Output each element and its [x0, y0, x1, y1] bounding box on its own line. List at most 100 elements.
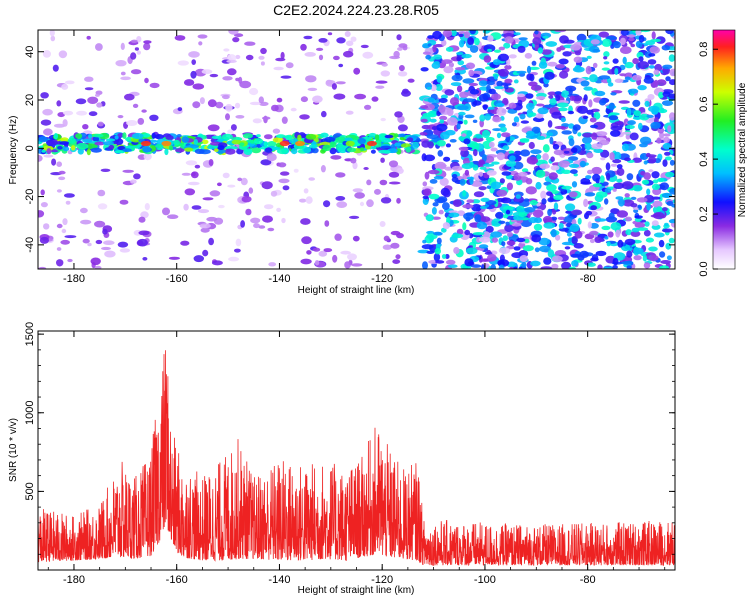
heatmap-noise-blob [43, 128, 53, 136]
heatmap-noise-blob [362, 51, 374, 59]
heatmap-noise-blob [637, 61, 649, 70]
heatmap-noise-blob [496, 107, 507, 116]
heatmap-noise-blob [490, 264, 496, 269]
heatmap-band-blob [344, 137, 353, 142]
heatmap-noise-blob [65, 200, 71, 205]
heatmap-band-blob [76, 142, 89, 150]
heatmap-noise-blob [436, 237, 442, 245]
heatmap-noise-blob [104, 250, 116, 258]
heatmap-band-blob [380, 145, 392, 149]
heatmap-noise-blob [656, 137, 662, 144]
y-tick-label: 1000 [24, 401, 36, 425]
line-y-axis-label: SNR (10 * v/v) [8, 418, 19, 482]
heatmap-noise-blob [240, 177, 248, 186]
heatmap-noise-blob [463, 138, 471, 145]
heatmap-noise-blob [542, 215, 553, 224]
heatmap-noise-blob [435, 123, 448, 132]
heatmap-noise-blob [594, 218, 607, 222]
heatmap-noise-blob [122, 169, 134, 173]
heatmap-noise-blob [264, 134, 273, 140]
heatmap-noise-blob [508, 102, 517, 109]
heatmap-noise-blob [445, 46, 454, 52]
heatmap-frame [37, 29, 676, 270]
heatmap-noise-blob [38, 266, 47, 269]
heatmap-noise-blob [235, 238, 242, 247]
heatmap-noise-blob [427, 97, 435, 103]
heatmap-noise-blob [423, 154, 436, 162]
heatmap-band-blob [368, 132, 377, 139]
heatmap-noise-blob [531, 234, 542, 243]
heatmap-noise-blob [496, 152, 505, 161]
heatmap-noise-blob [468, 69, 475, 77]
heatmap-noise-blob [181, 172, 191, 176]
heatmap-noise-blob [426, 86, 432, 90]
heatmap-noise-blob [524, 207, 536, 213]
heatmap-noise-blob [183, 203, 189, 211]
heatmap-noise-blob [526, 65, 532, 74]
heatmap-noise-blob [344, 261, 351, 269]
heatmap-noise-blob [97, 189, 106, 197]
heatmap-noise-blob [526, 156, 539, 165]
x-tick-label: -160 [166, 574, 188, 586]
heatmap-noise-blob [529, 199, 538, 206]
heatmap-noise-blob [207, 99, 217, 108]
heatmap-noise-blob [177, 60, 189, 66]
y-tick-label: 20 [24, 94, 36, 106]
heatmap-noise-blob [633, 247, 644, 255]
heatmap-noise-blob [583, 86, 593, 91]
heatmap-noise-blob [469, 45, 479, 53]
heatmap-noise-blob [144, 203, 150, 211]
heatmap-noise-blob [646, 202, 651, 211]
x-tick-label: -140 [268, 273, 290, 285]
heatmap-noise-blob [459, 178, 466, 186]
heatmap-noise-blob [551, 255, 563, 262]
heatmap-noise-blob [503, 42, 511, 49]
heatmap-noise-blob [480, 216, 491, 223]
heatmap-noise-blob [657, 127, 665, 134]
heatmap-noise-blob [662, 133, 671, 137]
heatmap-noise-blob [504, 84, 509, 90]
heatmap-noise-blob [95, 93, 100, 97]
heatmap-noise-blob [652, 179, 659, 184]
heatmap-noise-blob [60, 239, 70, 245]
heatmap-noise-blob [533, 205, 538, 209]
heatmap-noise-blob [227, 184, 236, 188]
heatmap-noise-blob [260, 159, 272, 166]
heatmap-noise-blob [188, 51, 200, 58]
heatmap-noise-blob [484, 251, 493, 255]
heatmap-noise-blob [595, 250, 607, 257]
heatmap-noise-blob [645, 40, 656, 46]
heatmap-noise-blob [509, 266, 514, 269]
heatmap-noise-blob [431, 126, 438, 130]
heatmap-noise-blob [340, 250, 351, 255]
heatmap-noise-blob [432, 44, 437, 53]
heatmap-noise-blob [648, 246, 658, 252]
heatmap-noise-blob [617, 239, 624, 248]
heatmap-noise-blob [347, 253, 357, 261]
heatmap-noise-blob [504, 224, 514, 233]
heatmap-band-blob [184, 147, 194, 152]
heatmap-noise-blob [505, 209, 511, 215]
heatmap-noise-blob [658, 239, 665, 248]
heatmap-band-blob [59, 141, 70, 145]
heatmap-noise-blob [558, 58, 569, 65]
heatmap-band-blob [291, 148, 298, 155]
heatmap-noise-blob [528, 141, 535, 150]
heatmap-noise-blob [352, 161, 358, 170]
heatmap-band-blob [125, 137, 132, 142]
heatmap-noise-blob [62, 218, 68, 226]
heatmap-noise-blob [613, 151, 622, 160]
heatmap-noise-blob [75, 98, 87, 105]
heatmap-band-blob [360, 147, 365, 152]
heatmap-noise-blob [659, 251, 666, 258]
heatmap-noise-blob [546, 191, 553, 197]
heatmap-noise-blob [511, 122, 517, 127]
heatmap-noise-blob [261, 181, 273, 190]
heatmap-noise-blob [545, 41, 558, 47]
heatmap-noise-blob [595, 131, 608, 137]
heatmap-noise-blob [420, 67, 429, 72]
heatmap-band-blob [114, 135, 119, 140]
heatmap-noise-blob [120, 76, 131, 81]
heatmap-noise-blob [551, 263, 559, 269]
heatmap-noise-blob [657, 177, 665, 183]
